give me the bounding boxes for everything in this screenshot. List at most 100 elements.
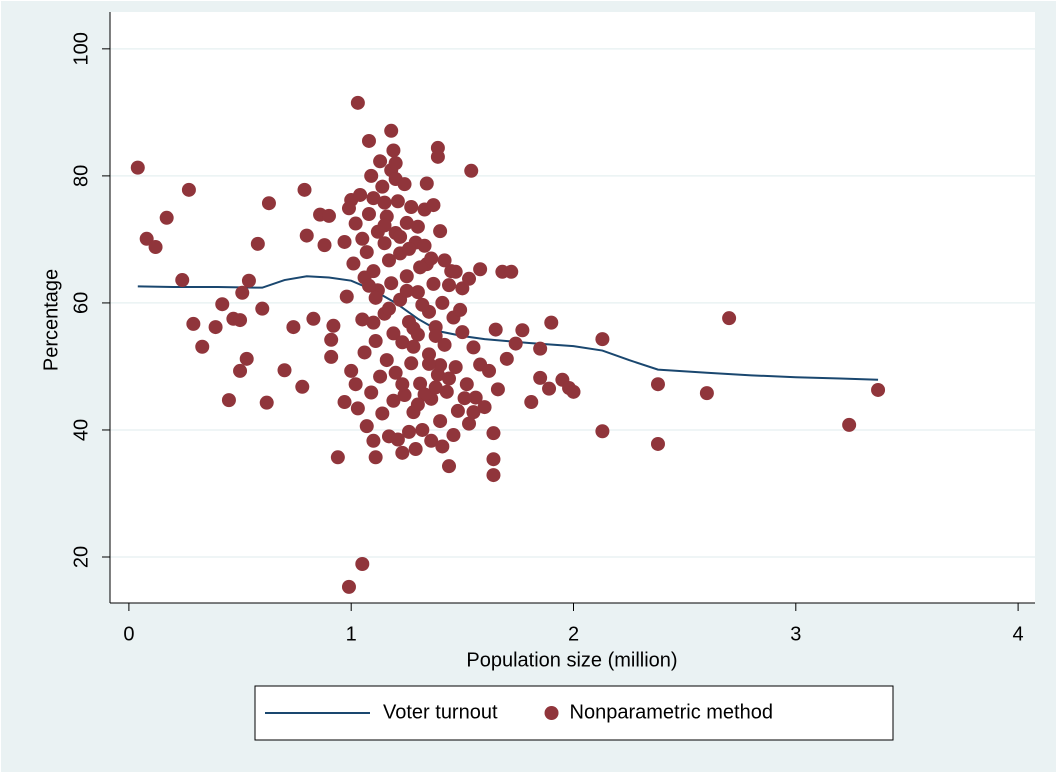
scatter-point — [208, 320, 223, 335]
scatter-point — [341, 201, 356, 216]
scatter-point — [384, 123, 399, 138]
scatter-point — [424, 251, 439, 266]
scatter-point — [542, 381, 557, 396]
scatter-point — [130, 160, 145, 175]
scatter-point — [361, 206, 376, 221]
scatter-point — [433, 224, 448, 239]
scatter-point — [286, 320, 301, 335]
scatter-point — [595, 424, 610, 439]
scatter-point — [466, 340, 481, 355]
scatter-point — [321, 208, 336, 223]
y-tick-label: 20 — [70, 546, 92, 568]
scatter-point — [373, 369, 388, 384]
scatter-point — [377, 236, 392, 251]
y-tick-label: 100 — [70, 32, 92, 65]
scatter-point — [221, 393, 236, 408]
scatter-point — [317, 238, 332, 253]
y-tick-label: 80 — [70, 165, 92, 187]
scatter-point — [361, 278, 376, 293]
scatter-point — [386, 326, 401, 341]
scatter-point — [381, 301, 396, 316]
scatter-point — [361, 133, 376, 148]
scatter-point — [415, 297, 430, 312]
scatter-point — [324, 349, 339, 364]
scatter-point — [388, 156, 403, 171]
scatter-point — [390, 432, 405, 447]
scatter-point — [355, 312, 370, 327]
scatter-point — [410, 397, 425, 412]
scatter-point — [346, 256, 361, 271]
scatter-point — [295, 379, 310, 394]
scatter-point — [395, 377, 410, 392]
scatter-point — [699, 386, 714, 401]
scatter-point — [235, 285, 250, 300]
x-tick-label: 4 — [1013, 623, 1024, 645]
scatter-point — [404, 200, 419, 215]
scatter-point — [508, 336, 523, 351]
scatter-point — [486, 468, 501, 483]
scatter-point — [595, 332, 610, 347]
x-tick-label: 0 — [123, 623, 134, 645]
scatter-point — [504, 264, 519, 279]
scatter-point — [426, 276, 441, 291]
scatter-point — [195, 339, 210, 354]
line-series — [137, 275, 879, 381]
scatter-point — [650, 377, 665, 392]
scatter-point — [422, 356, 437, 371]
scatter-point — [437, 253, 452, 268]
scatter-point — [404, 356, 419, 371]
scatter-point — [430, 149, 445, 164]
scatter-point — [355, 231, 370, 246]
scatter-point — [566, 384, 581, 399]
scatter-point — [448, 264, 463, 279]
scatter-point — [459, 377, 474, 392]
scatter-point — [350, 95, 365, 110]
scatter-point — [433, 414, 448, 429]
scatter-point — [390, 194, 405, 209]
scatter-point — [426, 198, 441, 213]
scatter-point — [337, 234, 352, 249]
scatter-point — [386, 393, 401, 408]
scatter-point — [468, 390, 483, 405]
x-tick-label: 1 — [346, 623, 357, 645]
x-tick-label: 2 — [568, 623, 579, 645]
scatter-point — [364, 385, 379, 400]
scatter-point — [186, 316, 201, 331]
scatter-point — [159, 210, 174, 225]
scatter-point — [408, 442, 423, 457]
scatter-point — [424, 433, 439, 448]
scatter-point — [393, 229, 408, 244]
x-tick-label: 3 — [790, 623, 801, 645]
scatter-point — [477, 400, 492, 415]
scatter-point — [381, 253, 396, 268]
scatter-point — [353, 187, 368, 202]
scatter-point — [359, 419, 374, 434]
scatter-point — [299, 228, 314, 243]
scatter-point — [377, 195, 392, 210]
scatter-point — [388, 365, 403, 380]
scatter-point — [533, 370, 548, 385]
scatter-point — [499, 351, 514, 366]
scatter-point — [297, 182, 312, 197]
plot-region — [110, 12, 1035, 603]
scatter-point — [417, 387, 432, 402]
scatter-point — [486, 452, 501, 467]
scatter-point — [139, 231, 154, 246]
scatter-point — [437, 337, 452, 352]
scatter-point — [344, 363, 359, 378]
scatter-point — [366, 433, 381, 448]
scatter-point — [453, 302, 468, 317]
scatter-point — [450, 403, 465, 418]
scatter-point — [215, 297, 230, 312]
scatter-point — [435, 439, 450, 454]
scatter-point — [410, 285, 425, 300]
legend-label: Voter turnout — [383, 701, 498, 723]
y-tick-label: 60 — [70, 292, 92, 314]
scatter-point — [406, 321, 421, 336]
scatter-point — [488, 322, 503, 337]
scatter-point — [399, 269, 414, 284]
scatter-point — [406, 339, 421, 354]
scatter-point — [410, 219, 425, 234]
scatter-point — [326, 318, 341, 333]
scatter-point — [415, 422, 430, 437]
